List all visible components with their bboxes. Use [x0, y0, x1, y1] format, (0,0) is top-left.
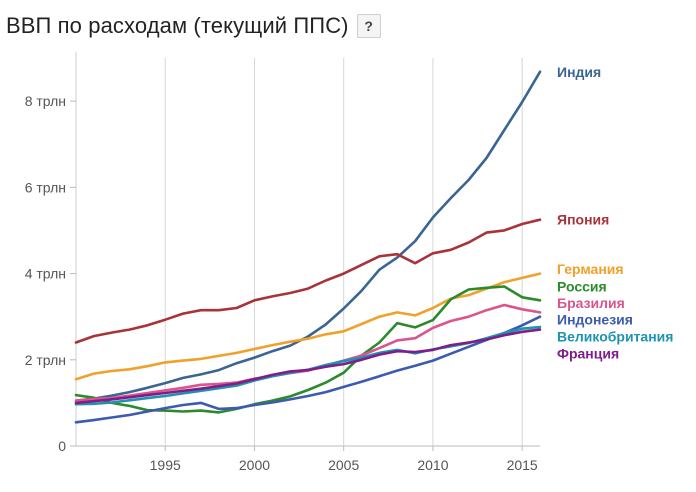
series-line[interactable] — [74, 328, 542, 405]
x-tick-label: 2015 — [507, 457, 538, 473]
tick-labels: 0 2 трлн 4 трлн 6 трлн 8 трлн 1995 2000 2005 201… — [25, 93, 538, 473]
series-lines — [74, 70, 542, 424]
y-tick-label: 4 трлн — [25, 266, 66, 282]
chart-title: ВВП по расходам (текущий ППС) — [6, 13, 349, 38]
x-tick-label: 2005 — [328, 457, 359, 473]
x-tick-label: 2010 — [417, 457, 448, 473]
legend-label[interactable]: Германия — [557, 261, 624, 277]
legend-label[interactable]: Россия — [557, 278, 607, 294]
y-tick-label: 2 трлн — [25, 352, 66, 368]
chart-header: ВВП по расходам (текущий ППС) ? — [6, 6, 381, 46]
y-tick-label: 0 — [58, 438, 66, 454]
x-tick-label: 1995 — [150, 457, 181, 473]
legend-label[interactable]: Япония — [557, 212, 609, 228]
series-line[interactable] — [74, 303, 542, 403]
y-tick-label: 8 трлн — [25, 93, 66, 109]
series-line[interactable] — [74, 218, 542, 344]
y-tick-label: 6 трлн — [25, 179, 66, 195]
help-button[interactable]: ? — [356, 14, 381, 38]
legend-label[interactable]: Индия — [557, 64, 601, 80]
legend-label[interactable]: Индонезия — [557, 312, 633, 328]
series-line[interactable] — [74, 70, 542, 403]
series-line[interactable] — [74, 272, 542, 381]
series-line[interactable] — [74, 315, 542, 424]
legend-label[interactable]: Великобритания — [557, 328, 673, 344]
x-tick-label: 2000 — [239, 457, 270, 473]
legend-label[interactable]: Бразилия — [557, 295, 625, 311]
legend: Индия Япония ГерманияРоссияБразилияИндонез… — [557, 64, 673, 362]
legend-label[interactable]: Франция — [557, 345, 619, 361]
